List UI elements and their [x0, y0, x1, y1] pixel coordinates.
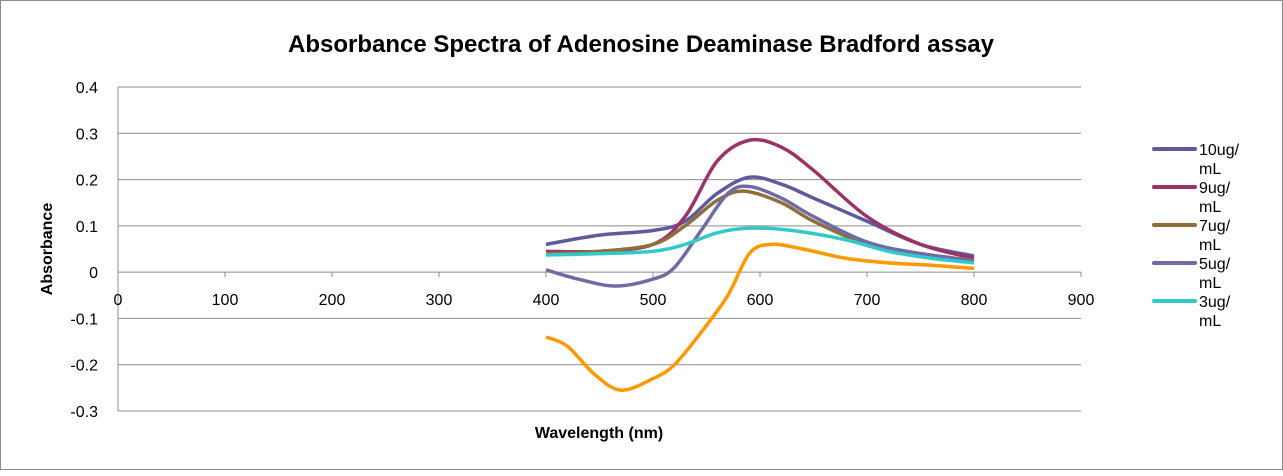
y-tick-label: 0.1	[76, 219, 98, 236]
x-tick-label: 800	[961, 292, 988, 309]
y-tick-label: -0.3	[70, 404, 98, 421]
y-tick-label: 0.3	[76, 126, 98, 143]
x-tick-label: 900	[1068, 292, 1095, 309]
x-tick-label: 100	[212, 292, 239, 309]
legend-label: 9ug/	[1199, 180, 1231, 197]
grid-lines	[117, 86, 1082, 412]
y-axis-title: Absorbance	[39, 203, 56, 296]
x-axis-title: Wavelength (nm)	[535, 425, 663, 442]
series-line	[545, 226, 975, 265]
legend: 10ug/mL 9ug/mL 7ug/mL 5ug/mL 3ug/mL	[1152, 142, 1240, 330]
legend-label: 10ug/	[1199, 142, 1240, 159]
y-tick-label: -0.2	[70, 358, 98, 375]
y-tick-label: -0.1	[70, 311, 98, 328]
legend-label: mL	[1199, 161, 1221, 178]
legend-label: 5ug/	[1199, 256, 1231, 273]
x-tick-label: 300	[426, 292, 453, 309]
chart-title: Absorbance Spectra of Adenosine Deaminas…	[288, 31, 995, 58]
legend-label: mL	[1199, 199, 1221, 216]
legend-label: mL	[1199, 313, 1221, 330]
y-tick-label: 0.2	[76, 173, 98, 190]
y-tick-labels: 0.4 0.3 0.2 0.1 0 -0.1 -0.2 -0.3	[70, 80, 98, 421]
y-tick-label: 0	[89, 265, 98, 282]
legend-label: mL	[1199, 275, 1221, 292]
series-lines	[545, 137, 975, 392]
legend-label: 3ug/	[1199, 294, 1231, 311]
x-tick-label: 600	[747, 292, 774, 309]
x-tick-label: 400	[533, 292, 560, 309]
series-line	[545, 184, 975, 288]
series-line	[545, 242, 975, 392]
x-tick-label: 700	[854, 292, 881, 309]
x-tick-label: 200	[319, 292, 346, 309]
y-tick-label: 0.4	[76, 80, 98, 97]
legend-label: 7ug/	[1199, 218, 1231, 235]
x-tick-labels: 0 100 200 300 400 500 600 700 800 900	[114, 292, 1095, 309]
x-tick-label: 500	[640, 292, 667, 309]
legend-label: mL	[1199, 237, 1221, 254]
x-tick-label: 0	[114, 292, 123, 309]
series-line	[545, 137, 975, 260]
